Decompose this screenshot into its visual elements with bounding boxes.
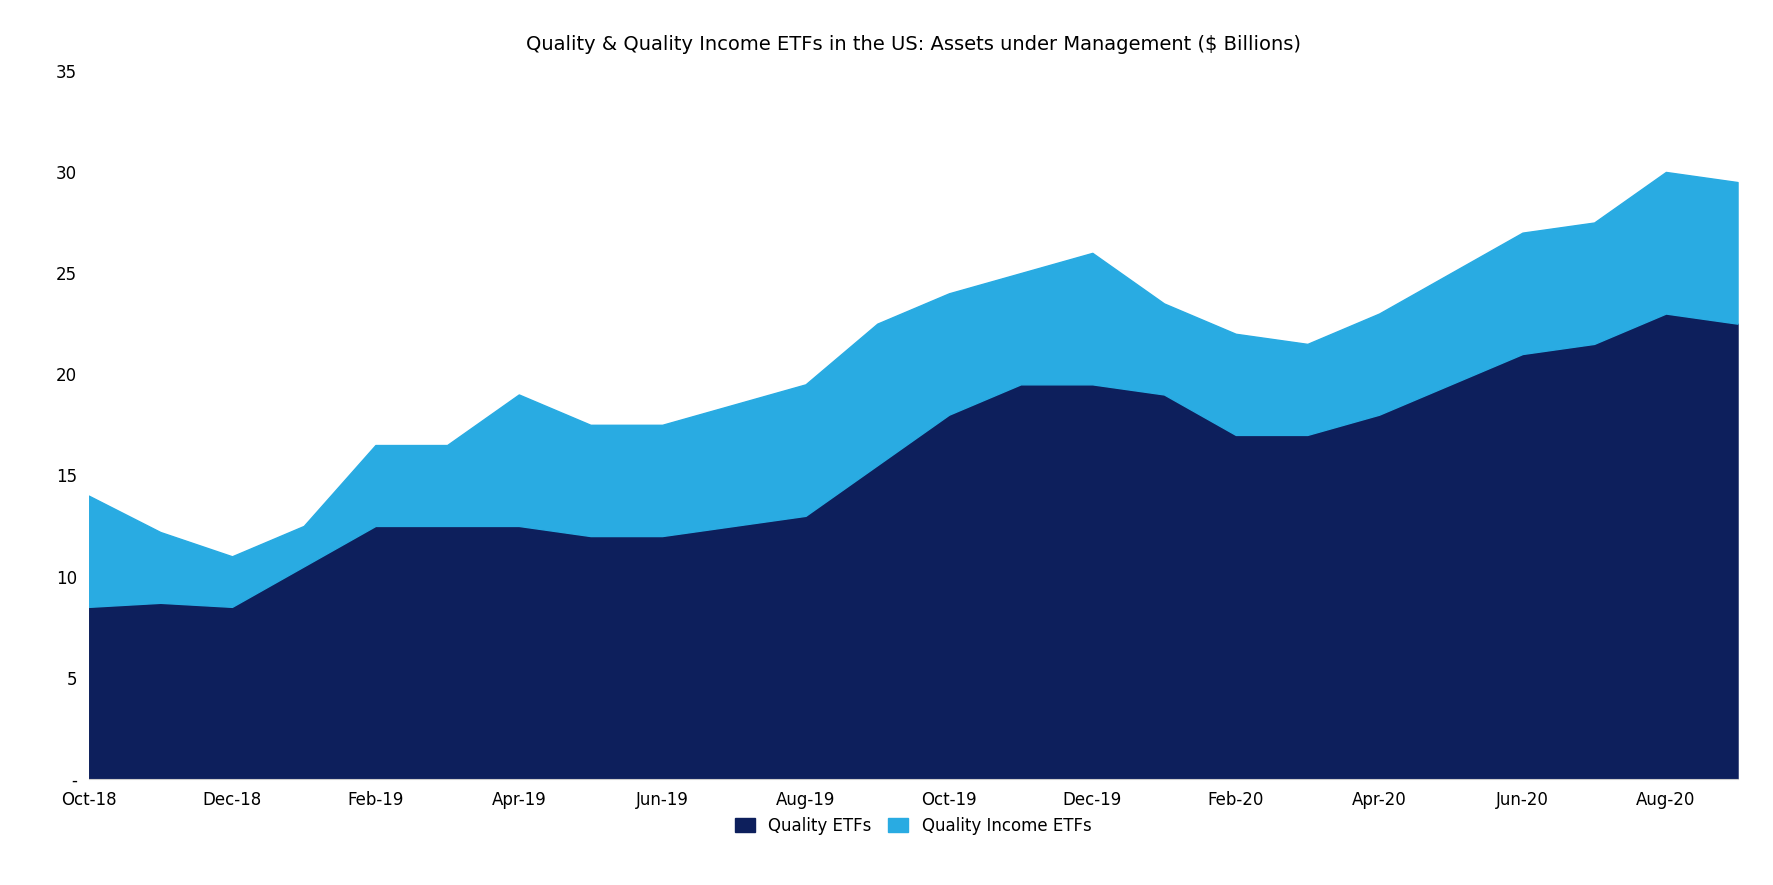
Legend: Quality ETFs, Quality Income ETFs: Quality ETFs, Quality Income ETFs [729,810,1097,842]
Title: Quality & Quality Income ETFs in the US: Assets under Management ($ Billions): Quality & Quality Income ETFs in the US:… [525,35,1301,54]
